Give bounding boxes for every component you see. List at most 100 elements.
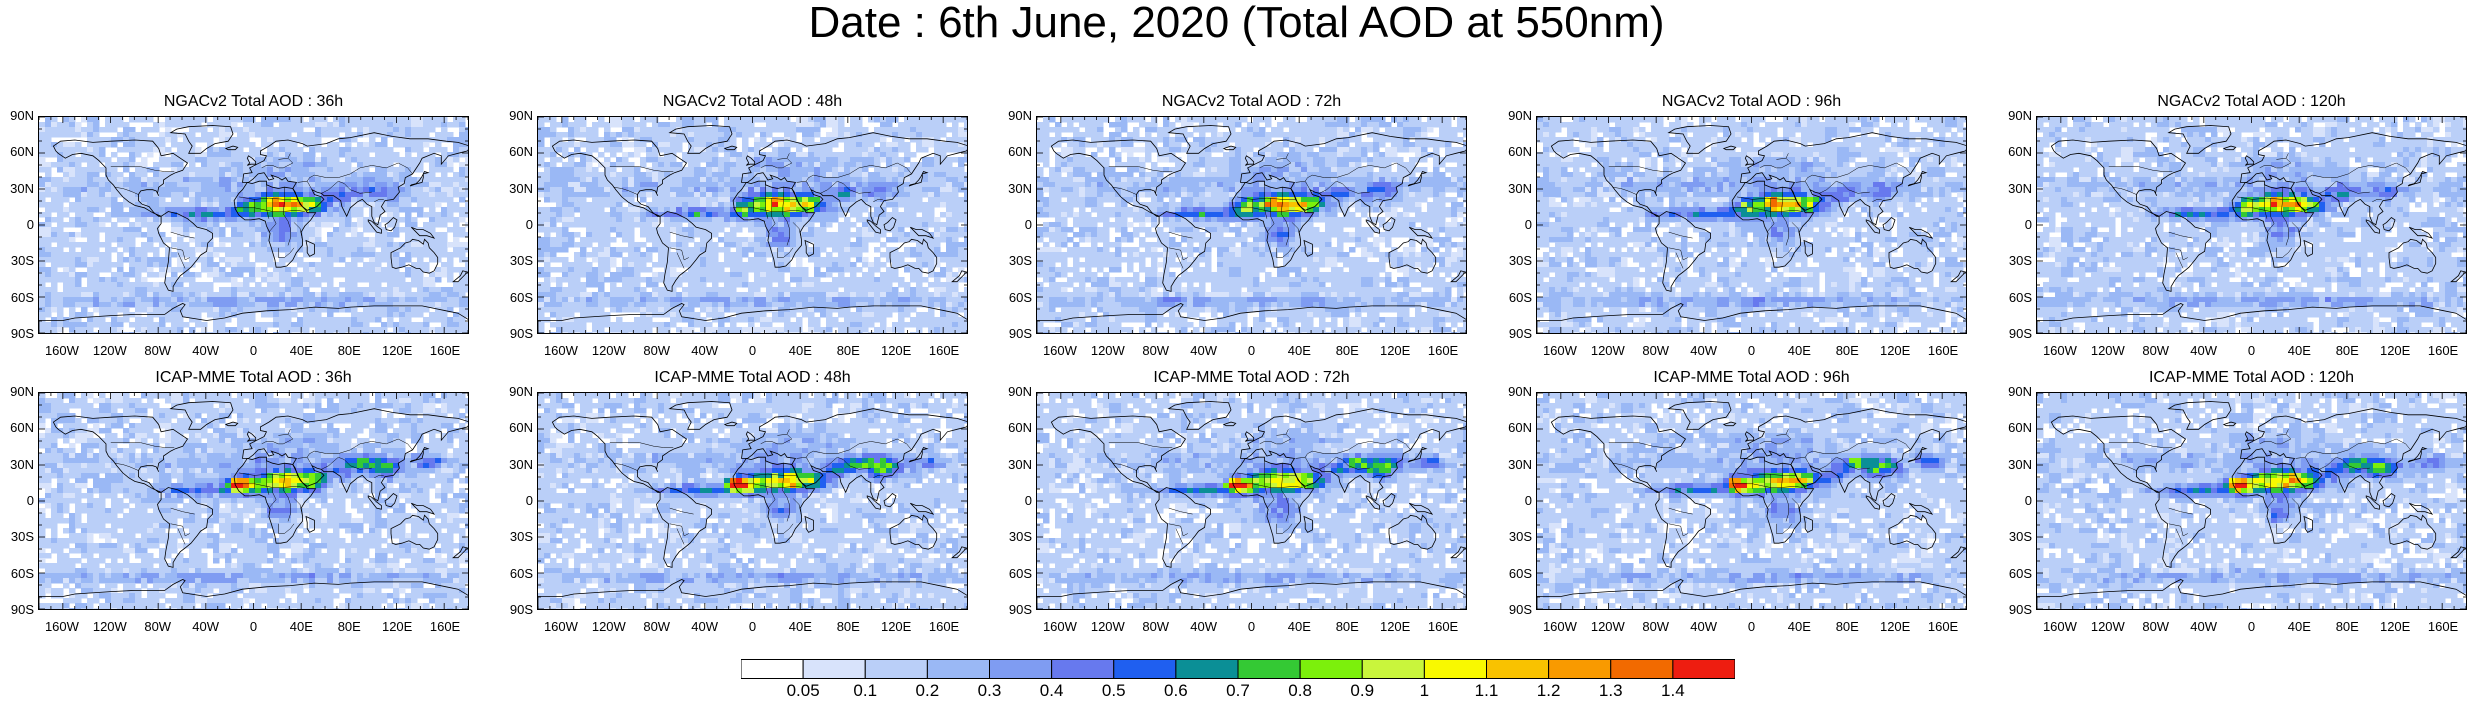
coastline <box>452 270 468 283</box>
lon-tick-label: 0 <box>232 620 276 634</box>
lon-tick-label: 80E <box>1325 344 1369 358</box>
lat-tick-label: 90S <box>503 327 533 341</box>
coastline <box>1222 145 1237 151</box>
country-border <box>1236 196 1296 200</box>
country-border <box>676 528 685 545</box>
lon-tick-label: 0 <box>2230 344 2274 358</box>
lon-tick-label: 0 <box>1730 344 1774 358</box>
lat-tick-label: 90S <box>2002 327 2032 341</box>
lon-tick-label: 160W <box>2038 344 2082 358</box>
country-border <box>792 222 802 240</box>
coastline <box>1744 431 1755 442</box>
country-border <box>2266 474 2275 509</box>
map-panel: ICAP-MME Total AOD : 48h 90N 60N 30N 0 30S 60S… <box>499 369 1010 647</box>
coastline <box>390 514 439 550</box>
coastline <box>1655 487 1711 568</box>
map-panel: ICAP-MME Total AOD : 120h 90N 60N 30N 0 30S 60… <box>1998 369 2473 647</box>
country-border <box>820 180 871 194</box>
lon-tick-label: 40E <box>1277 620 1321 634</box>
country-border <box>1175 252 1184 269</box>
map-panel: NGACv2 Total AOD : 72h 90N 60N 30N 0 30S 60S 90… <box>998 93 1509 371</box>
coastline <box>1155 487 1211 568</box>
lat-tick-label: 60S <box>503 566 533 581</box>
lon-tick-label: 40E <box>778 620 822 634</box>
lat-tick-label: 90N <box>1002 385 1032 399</box>
colorbar-tick-label: 1.1 <box>1462 682 1512 700</box>
lon-tick-label: 40W <box>1182 620 1226 634</box>
lat-tick-label: 30S <box>2002 254 2032 268</box>
country-border <box>1295 456 1311 466</box>
panel-title: ICAP-MME Total AOD : 120h <box>2036 369 2467 387</box>
lon-tick-label: 80E <box>826 620 870 634</box>
coastline <box>1231 180 1315 268</box>
country-border <box>1232 483 1303 488</box>
country-border <box>1612 462 1637 471</box>
lon-tick-label: 120E <box>1873 344 1917 358</box>
lon-tick-label: 160W <box>40 620 84 634</box>
lon-tick-label: 80W <box>1634 344 1678 358</box>
country-border <box>2168 507 2193 515</box>
lat-tick-label: 60N <box>4 145 34 159</box>
lat-tick-label: 60N <box>2002 145 2032 159</box>
map-frame <box>537 116 968 334</box>
coastline <box>866 219 881 234</box>
lat-tick-label: 90N <box>4 385 34 399</box>
country-border <box>613 462 638 471</box>
coastline <box>1888 238 1937 274</box>
coastline <box>883 492 897 508</box>
coastline <box>1667 401 1732 430</box>
lat-tick-label: 60N <box>1002 145 1032 159</box>
coastline <box>2407 171 2428 187</box>
lon-tick-label: 0 <box>1230 344 1274 358</box>
coastline <box>411 502 436 515</box>
coastline <box>1365 495 1380 510</box>
colorbar-swatch <box>1672 659 1735 679</box>
country-border <box>873 475 883 479</box>
colorbar-swatch <box>1361 659 1425 679</box>
country-border <box>1232 207 1303 212</box>
lon-tick-label: 80W <box>136 344 180 358</box>
coastline <box>1731 456 1815 544</box>
country-border <box>1264 184 1268 219</box>
coastline <box>409 171 430 187</box>
country-border <box>287 153 291 159</box>
country-border <box>1108 166 1173 172</box>
country-border <box>266 184 270 219</box>
country-border <box>1732 207 1803 212</box>
coastline <box>656 487 712 568</box>
lon-tick-label: 120W <box>1086 344 1130 358</box>
colorbar-tick-label: 0.4 <box>1027 682 1077 700</box>
aod-field <box>1037 117 1466 333</box>
lon-tick-label: 160E <box>1421 344 1465 358</box>
lon-tick-label: 40W <box>1682 620 1726 634</box>
coastline <box>910 502 935 515</box>
coastline <box>305 515 315 533</box>
coastline <box>169 125 234 154</box>
lat-tick-label: 60S <box>503 290 533 305</box>
lon-tick-label: 40W <box>1182 344 1226 358</box>
lon-tick-label: 80E <box>826 344 870 358</box>
country-border <box>293 498 303 516</box>
country-border <box>1112 186 1137 195</box>
country-border <box>2295 180 2311 190</box>
aod-field <box>1537 393 1966 609</box>
colorbar-swatch <box>1051 659 1115 679</box>
map-frame <box>38 392 469 610</box>
coastline <box>883 216 897 232</box>
country-border <box>110 166 175 172</box>
country-border <box>1276 523 1293 534</box>
country-border <box>266 460 270 495</box>
country-border <box>2304 438 2411 458</box>
coastline <box>723 145 738 151</box>
colorbar-swatch <box>926 659 990 679</box>
colorbar-tick-label: 0.6 <box>1151 682 1201 700</box>
country-border <box>1668 507 1693 515</box>
lon-tick-label: 40W <box>1682 344 1726 358</box>
coastline <box>2365 495 2380 510</box>
lon-tick-label: 40W <box>2182 620 2226 634</box>
lat-tick-label: 30S <box>4 530 34 544</box>
coastline <box>1450 270 1466 283</box>
lon-tick-label: 80E <box>2325 344 2369 358</box>
coastline <box>732 456 816 544</box>
colorbar-tick-label: 0.3 <box>965 682 1015 700</box>
